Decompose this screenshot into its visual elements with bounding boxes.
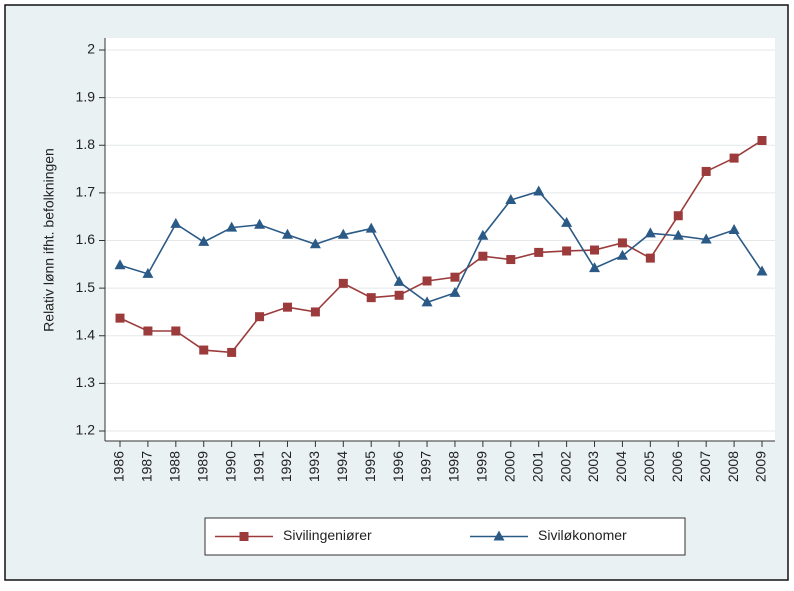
marker: [254, 218, 266, 229]
marker: [393, 275, 405, 286]
marker: [728, 224, 740, 235]
series-line: [119, 190, 763, 304]
legend-label: Sivilingeniører: [283, 527, 372, 543]
y-tick-label: 1.9: [76, 88, 96, 104]
marker: [561, 216, 573, 227]
x-tick-label: 1990: [222, 451, 238, 482]
x-tick-label: 1998: [446, 451, 462, 482]
x-tick-label: 1987: [139, 451, 155, 482]
marker: [114, 259, 126, 270]
marker: [309, 238, 321, 249]
x-tick-label: 1991: [250, 451, 266, 482]
x-tick-label: 1992: [278, 451, 294, 482]
marker: [590, 245, 600, 255]
legend-marker: [239, 532, 249, 541]
y-tick-label: 1.2: [76, 422, 96, 438]
y-tick-label: 1.3: [76, 374, 96, 390]
x-tick-label: 2004: [613, 451, 629, 482]
marker: [281, 228, 293, 239]
marker: [616, 249, 628, 260]
marker: [255, 312, 265, 322]
marker: [478, 251, 488, 261]
x-tick-label: 1994: [334, 451, 350, 482]
marker: [338, 278, 348, 288]
marker: [421, 296, 433, 307]
y-tick-label: 2: [87, 41, 95, 57]
marker: [171, 326, 181, 336]
marker: [506, 255, 516, 265]
legend-marker: [493, 530, 505, 541]
marker: [589, 262, 601, 273]
marker: [337, 228, 349, 239]
y-tick-label: 1.5: [76, 279, 96, 295]
marker: [505, 194, 517, 205]
x-tick-label: 2002: [557, 451, 573, 482]
marker: [644, 227, 656, 238]
y-axis-label: Relativ lønn ifht. befolkningen: [41, 148, 57, 332]
marker: [450, 272, 460, 282]
y-tick-label: 1.4: [76, 326, 96, 342]
x-tick-label: 2000: [501, 451, 517, 482]
x-tick-label: 2008: [725, 451, 741, 482]
legend-label: Siviløkonomer: [538, 527, 627, 543]
marker: [310, 307, 320, 317]
marker: [365, 222, 377, 233]
y-tick-label: 1.6: [76, 231, 96, 247]
marker: [199, 345, 209, 355]
marker: [701, 166, 711, 176]
marker: [562, 246, 572, 256]
marker: [282, 302, 292, 312]
series-line: [119, 139, 763, 354]
marker: [757, 135, 767, 145]
marker: [449, 286, 461, 297]
marker: [198, 235, 210, 246]
marker: [700, 233, 712, 244]
marker: [673, 211, 683, 221]
marker: [394, 290, 404, 300]
x-tick-label: 1997: [418, 451, 434, 482]
marker: [534, 247, 544, 257]
x-tick-label: 2001: [529, 451, 545, 482]
marker: [422, 276, 432, 286]
legend: [204, 517, 686, 556]
marker: [366, 293, 376, 303]
x-tick-label: 1989: [194, 451, 210, 482]
x-tick-label: 2009: [753, 451, 769, 482]
x-tick-label: 1986: [111, 451, 127, 482]
marker: [142, 267, 154, 278]
x-tick-label: 2007: [697, 451, 713, 482]
x-tick-label: 1999: [474, 451, 490, 482]
marker: [645, 253, 655, 263]
x-tick-label: 2003: [585, 451, 601, 482]
marker: [143, 326, 153, 336]
x-tick-label: 1995: [362, 451, 378, 482]
marker: [227, 347, 237, 357]
marker: [672, 229, 684, 240]
marker: [617, 238, 627, 248]
x-tick-label: 2006: [669, 451, 685, 482]
marker: [226, 221, 238, 232]
marker: [477, 229, 489, 240]
x-tick-label: 2005: [641, 451, 657, 482]
y-tick-label: 1.7: [76, 184, 96, 200]
marker: [533, 185, 545, 196]
x-tick-label: 1988: [167, 451, 183, 482]
marker: [170, 217, 182, 228]
marker: [729, 153, 739, 163]
x-tick-label: 1996: [390, 451, 406, 482]
marker: [115, 313, 125, 323]
y-tick-label: 1.8: [76, 136, 96, 152]
marker: [756, 265, 768, 276]
x-tick-label: 1993: [306, 451, 322, 482]
